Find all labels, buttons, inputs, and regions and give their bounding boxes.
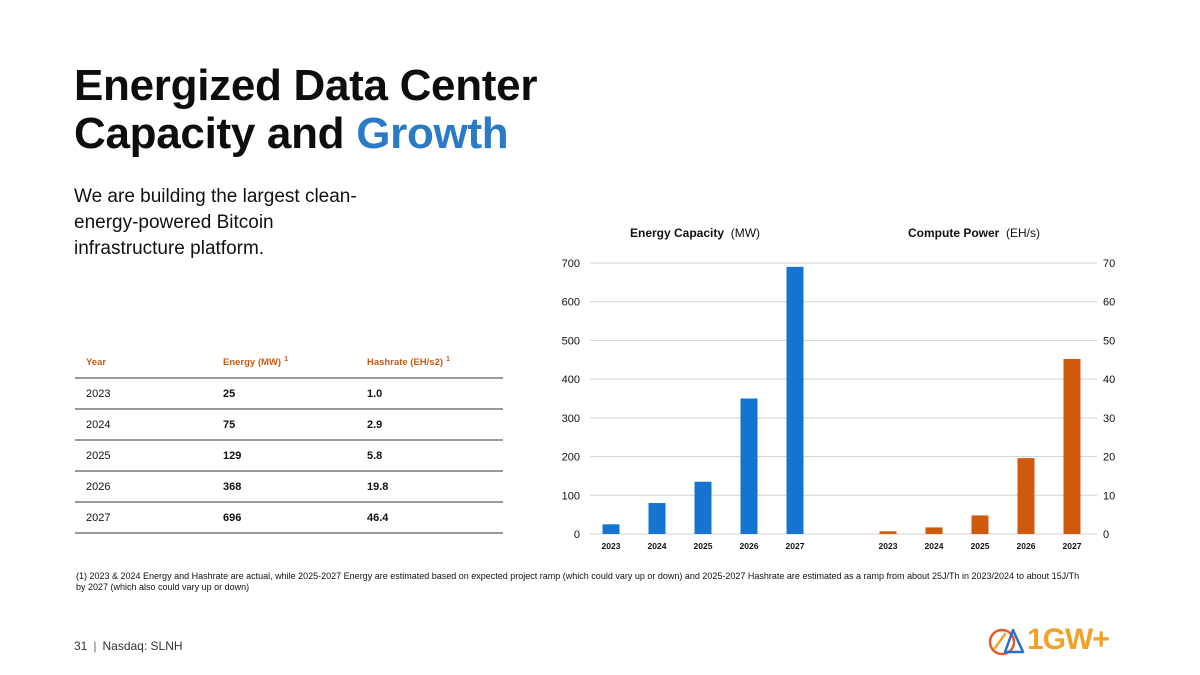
energy-bar-2026 [740, 398, 758, 534]
y-tick-right: 10 [1103, 490, 1115, 502]
cell-year: 2024 [75, 409, 212, 441]
subtitle: We are building the largest clean-energy… [74, 186, 357, 259]
table-row: 2023 25 1.0 [75, 378, 503, 410]
logo-mark-icon [988, 628, 1025, 656]
x-tick-label: 2024 [648, 541, 667, 551]
x-tick-label: 2025 [971, 541, 990, 551]
compute-bar-2025 [971, 515, 989, 534]
cell-hashrate: 46.4 [356, 502, 503, 534]
compute-bar-2026 [1017, 458, 1035, 534]
x-tick-label: 2027 [786, 541, 805, 551]
cell-hashrate: 2.9 [356, 409, 503, 441]
energy-bar-2024 [648, 503, 666, 534]
energy-chart-title: Energy Capacity (MW) [630, 226, 761, 240]
x-tick-label: 2026 [1017, 541, 1036, 551]
compute-chart-title: Compute Power (EH/s) [908, 226, 1041, 240]
x-tick-label: 2023 [602, 541, 621, 551]
x-tick-label: 2025 [694, 541, 713, 551]
page-number: 31 [74, 639, 88, 653]
title-line-2: Capacity and Growth [74, 110, 537, 158]
table-header-row: Year Energy (MW) 1 Hashrate (EH/s2) 1 [75, 348, 503, 379]
capacity-growth-chart: 0 100 200 300 400 500 600 700 0 10 20 30 40 50 60 70 202… [562, 258, 1116, 551]
cell-year: 2023 [75, 378, 212, 410]
cell-energy: 368 [212, 471, 356, 503]
footer: 31 | Nasdaq: SLNH [74, 639, 183, 653]
compute-bar-2023 [879, 531, 897, 534]
cell-hashrate: 1.0 [356, 378, 503, 410]
table-row: 2025 129 5.8 [75, 440, 503, 472]
y-tick-right: 50 [1103, 335, 1115, 347]
x-tick-label: 2027 [1063, 541, 1082, 551]
title-line-2-main: Capacity and [74, 109, 345, 158]
footnote-ref: 1 [284, 356, 288, 364]
y-tick-left: 200 [562, 452, 580, 464]
ticker: Nasdaq: SLNH [102, 639, 183, 653]
y-tick-left: 700 [562, 258, 580, 270]
y-tick-left: 300 [562, 413, 580, 425]
y-tick-right: 30 [1103, 413, 1115, 425]
y-tick-right: 20 [1103, 452, 1115, 464]
header-year: Year [75, 348, 212, 379]
logo-text: 1GW+ [1027, 623, 1110, 656]
y-tick-right: 60 [1103, 297, 1115, 309]
cell-year: 2025 [75, 440, 212, 472]
growth-table: Year Energy (MW) 1 Hashrate (EH/s2) 1 2023… [75, 348, 503, 534]
cell-year: 2027 [75, 502, 212, 534]
company-logo: 1GW+ [987, 622, 1137, 658]
x-tick-label: 2023 [879, 541, 898, 551]
footnote: (1) 2023 & 2024 Energy and Hashrate are … [76, 571, 1080, 592]
title-accent-word: Growth [356, 109, 509, 158]
cell-year: 2026 [75, 471, 212, 503]
cell-energy: 75 [212, 409, 356, 441]
compute-bar-2024 [925, 527, 943, 534]
header-hashrate: Hashrate (EH/s2) 1 [356, 348, 503, 379]
compute-bar-2027 [1063, 359, 1081, 534]
y-tick-right: 0 [1103, 529, 1109, 541]
title-line-1: Energized Data Center [74, 61, 538, 110]
y-tick-left: 100 [562, 490, 580, 502]
energy-bar-2023 [602, 524, 620, 534]
page-title: Energized Data Center Capacity and Growt… [74, 62, 537, 158]
y-tick-left: 500 [562, 335, 580, 347]
cell-hashrate: 19.8 [356, 471, 503, 503]
energy-bar-2027 [786, 266, 804, 534]
y-tick-right: 70 [1103, 258, 1115, 270]
x-tick-label: 2024 [925, 541, 944, 551]
cell-energy: 25 [212, 378, 356, 410]
y-tick-left: 600 [562, 297, 580, 309]
x-tick-label: 2026 [740, 541, 759, 551]
table-row: 2026 368 19.8 [75, 471, 503, 503]
cell-hashrate: 5.8 [356, 440, 503, 472]
header-energy: Energy (MW) 1 [212, 348, 356, 379]
energy-bar-2025 [694, 481, 712, 534]
cell-energy: 696 [212, 502, 356, 534]
y-tick-right: 40 [1103, 374, 1115, 386]
y-tick-left: 400 [562, 374, 580, 386]
y-tick-left: 0 [574, 529, 580, 541]
footnote-ref: 1 [446, 356, 450, 364]
footer-separator: | [93, 639, 97, 653]
cell-energy: 129 [212, 440, 356, 472]
table-row: 2027 696 46.4 [75, 502, 503, 534]
table-row: 2024 75 2.9 [75, 409, 503, 441]
